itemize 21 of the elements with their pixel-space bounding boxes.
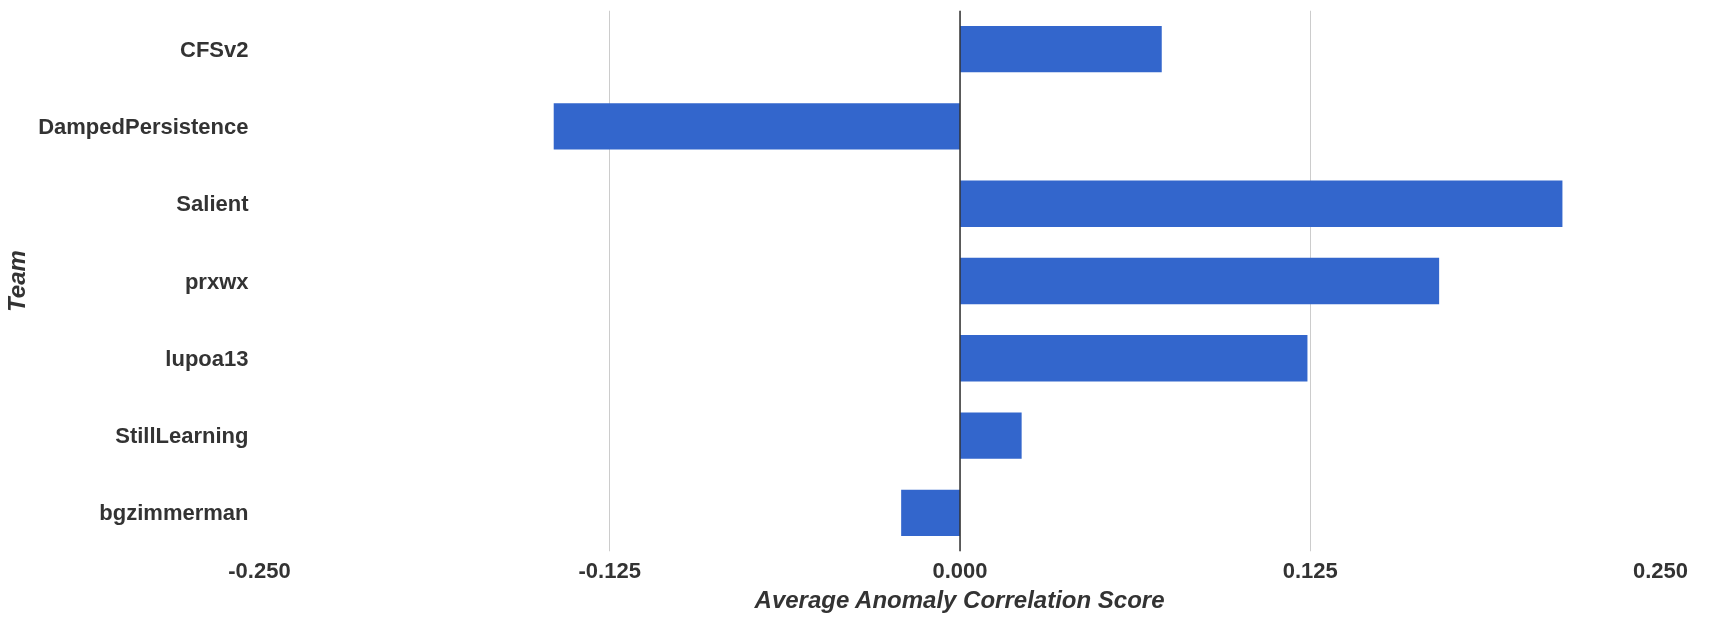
y-tick-label: Salient	[176, 191, 250, 217]
bar	[901, 489, 960, 537]
y-tick-label: prxwx	[184, 268, 250, 294]
y-tick-label: lupoa13	[165, 345, 249, 371]
bar	[960, 335, 1308, 382]
bar	[960, 25, 1162, 73]
x-tick-label: -0.125	[578, 557, 641, 583]
y-axis-title: Team	[3, 250, 31, 312]
y-tick-label: DampedPersistence	[38, 113, 249, 139]
bar	[960, 412, 1022, 459]
bar	[960, 180, 1563, 227]
bar	[553, 103, 960, 150]
x-tick-label: -0.250	[228, 557, 291, 583]
x-tick-label: 0.125	[1282, 557, 1338, 583]
x-axis-title: Average Anomaly Correlation Score	[753, 585, 1165, 613]
x-tick-label: 0.250	[1632, 557, 1689, 583]
y-tick-label: CFSv2	[180, 36, 249, 62]
y-tick-label: StillLearning	[115, 423, 249, 449]
bar	[960, 257, 1440, 305]
x-tick-label: 0.000	[932, 557, 988, 583]
y-tick-label: bgzimmerman	[99, 500, 249, 526]
